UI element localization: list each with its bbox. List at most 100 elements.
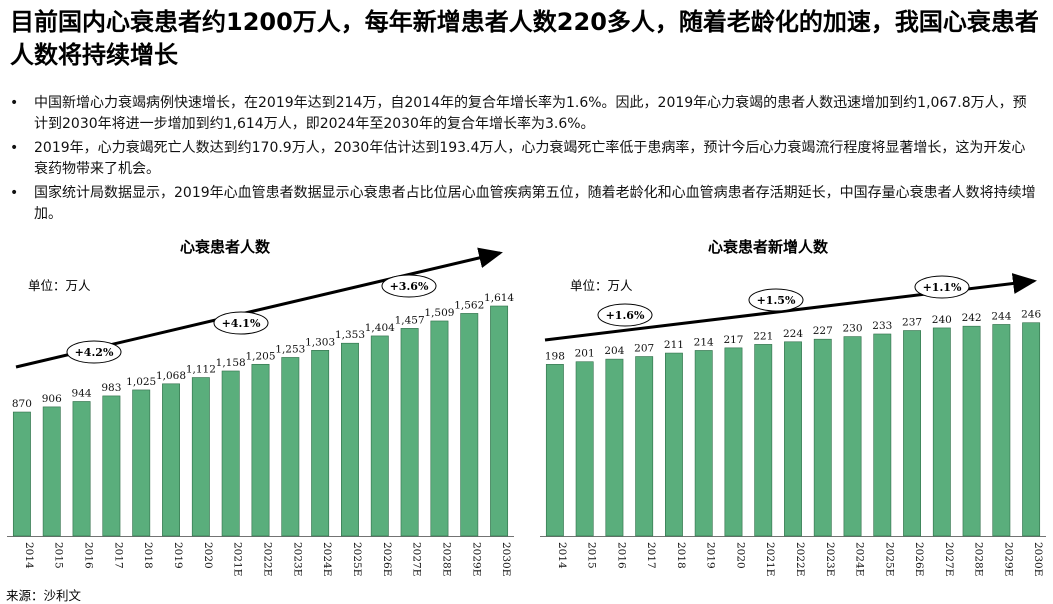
bullet-dot-icon: • [10,140,19,156]
right-cagr-label: +1.1% [923,281,962,294]
right-value-label: 237 [902,317,922,329]
bullet-text: 2019年，心力衰竭死亡人数达到约170.9万人，2030年估计达到193.4万… [34,140,1026,177]
bullet-dot-icon: • [10,95,19,111]
right-bar-2021E [754,344,773,537]
bullet-dot-icon: • [10,185,19,201]
right-bar-2020 [724,347,743,537]
right-value-label: 240 [932,314,952,326]
left-bar-2022E [251,363,270,537]
left-bar-2021E [221,370,240,537]
right-value-label: 233 [872,320,892,332]
left-value-label: 1,509 [424,307,454,319]
right-bar-2027E [932,327,951,537]
bullet-list: • 中国新增心力衰竭病例快速增长，在2019年达到214万，自2014年的复合年增… [8,93,1038,228]
left-tick-label: 2027E [411,542,423,576]
left-tick-label: 2017 [112,542,124,569]
left-cagr-label: +3.6% [390,280,429,293]
left-value-label: 1,457 [395,314,425,326]
bullet-item: • 2019年，心力衰竭死亡人数达到约170.9万人，2030年估计达到193.4… [8,138,1038,180]
unit-label-left: 单位：万人 [28,278,91,293]
right-tick-label: 2030E [1032,542,1044,576]
left-bar-2019 [162,383,180,537]
right-tick-label: 2026E [913,542,925,576]
left-value-label: 906 [42,393,62,405]
left-tick-label: 2015 [53,542,65,569]
right-bar-2028E [962,325,981,537]
left-value-label: 1,158 [216,357,246,369]
right-bar-2024E [843,336,862,537]
right-bar-2014 [545,364,564,537]
left-bar-2028E [430,320,449,537]
right-value-label: 198 [545,350,565,362]
right-tick-label: 2029E [1002,542,1014,576]
bullet-text: 国家统计局数据显示，2019年心血管患者数据显示心衰患者占比位居心血管疾病第五位… [34,185,1036,222]
left-value-label: 1,253 [275,343,305,355]
left-tick-label: 2014 [23,542,35,569]
right-value-label: 204 [604,345,624,357]
left-bar-2030E [490,305,509,537]
right-bar-2026E [903,330,921,537]
right-tick-label: 2023E [824,542,836,576]
left-cagr-label: +4.2% [75,346,114,359]
right-value-label: 246 [1021,309,1041,321]
right-tick-label: 2015 [586,542,598,569]
right-tick-label: 2024E [854,542,866,576]
bullet-text: 中国新增心力衰竭病例快速增长，在2019年达到214万，自2014年的复合年增长… [34,95,1027,132]
right-bar-2022E [784,341,802,537]
right-cagr-badge [597,303,653,327]
left-cagr-label: +4.1% [222,317,261,330]
left-tick-label: 2024E [321,542,333,576]
left-tick-label: 2018 [142,542,154,569]
left-bar-2015 [42,406,61,537]
right-value-label: 214 [694,336,714,348]
right-value-label: 217 [723,334,743,346]
right-cagr-badge [914,275,970,299]
left-bar-2016 [72,401,91,537]
right-tick-label: 2016 [615,542,627,569]
left-cagr-badge [66,340,122,364]
page-title: 目前国内心衰患者约1200万人，每年新增患者人数220多人，随着老龄化的加速，我… [10,8,1039,69]
right-value-label: 244 [991,310,1011,322]
left-bar-2029E [460,313,479,537]
left-tick-label: 2022E [262,542,274,576]
left-value-label: 1,562 [454,299,484,311]
left-bar-2018 [132,389,151,537]
unit-label-right: 单位：万人 [570,278,633,293]
left-tick-label: 2019 [172,542,184,569]
right-value-label: 207 [634,343,654,355]
right-bar-2030E [1022,322,1041,537]
left-tick-label: 2020 [202,542,214,569]
left-value-label: 1,068 [156,370,186,382]
right-tick-label: 2018 [675,542,687,569]
right-bar-2029E [992,324,1011,537]
left-value-label: 944 [72,387,92,399]
right-bar-2025E [873,333,892,537]
right-tick-label: 2017 [645,542,657,569]
right-tick-label: 2022E [794,542,806,576]
left-bar-2026E [370,335,389,537]
left-bar-2020 [191,377,210,537]
left-value-label: 1,303 [305,336,335,348]
left-bar-2027E [400,328,419,537]
left-value-label: 1,112 [186,364,216,376]
left-value-label: 1,205 [245,350,275,362]
left-value-label: 1,353 [335,329,365,341]
left-value-label: 1,614 [484,292,514,304]
right-value-label: 201 [575,348,595,360]
left-tick-label: 2029E [470,542,482,576]
left-tick-label: 2021E [232,542,244,576]
left-cagr-badge [381,274,437,298]
right-bar-2023E [813,338,832,537]
left-bar-2025E [341,342,359,537]
right-tick-label: 2027E [943,542,955,576]
right-cagr-label: +1.6% [606,309,645,322]
right-tick-label: 2028E [973,542,985,576]
source-note: 来源：沙利文 [6,588,82,603]
right-tick-label: 2021E [764,542,776,576]
left-tick-label: 2026E [381,542,393,576]
left-tick-label: 2028E [440,542,452,576]
left-cagr-badge [213,311,269,335]
right-value-label: 221 [753,330,773,342]
right-tick-label: 2020 [734,542,746,569]
